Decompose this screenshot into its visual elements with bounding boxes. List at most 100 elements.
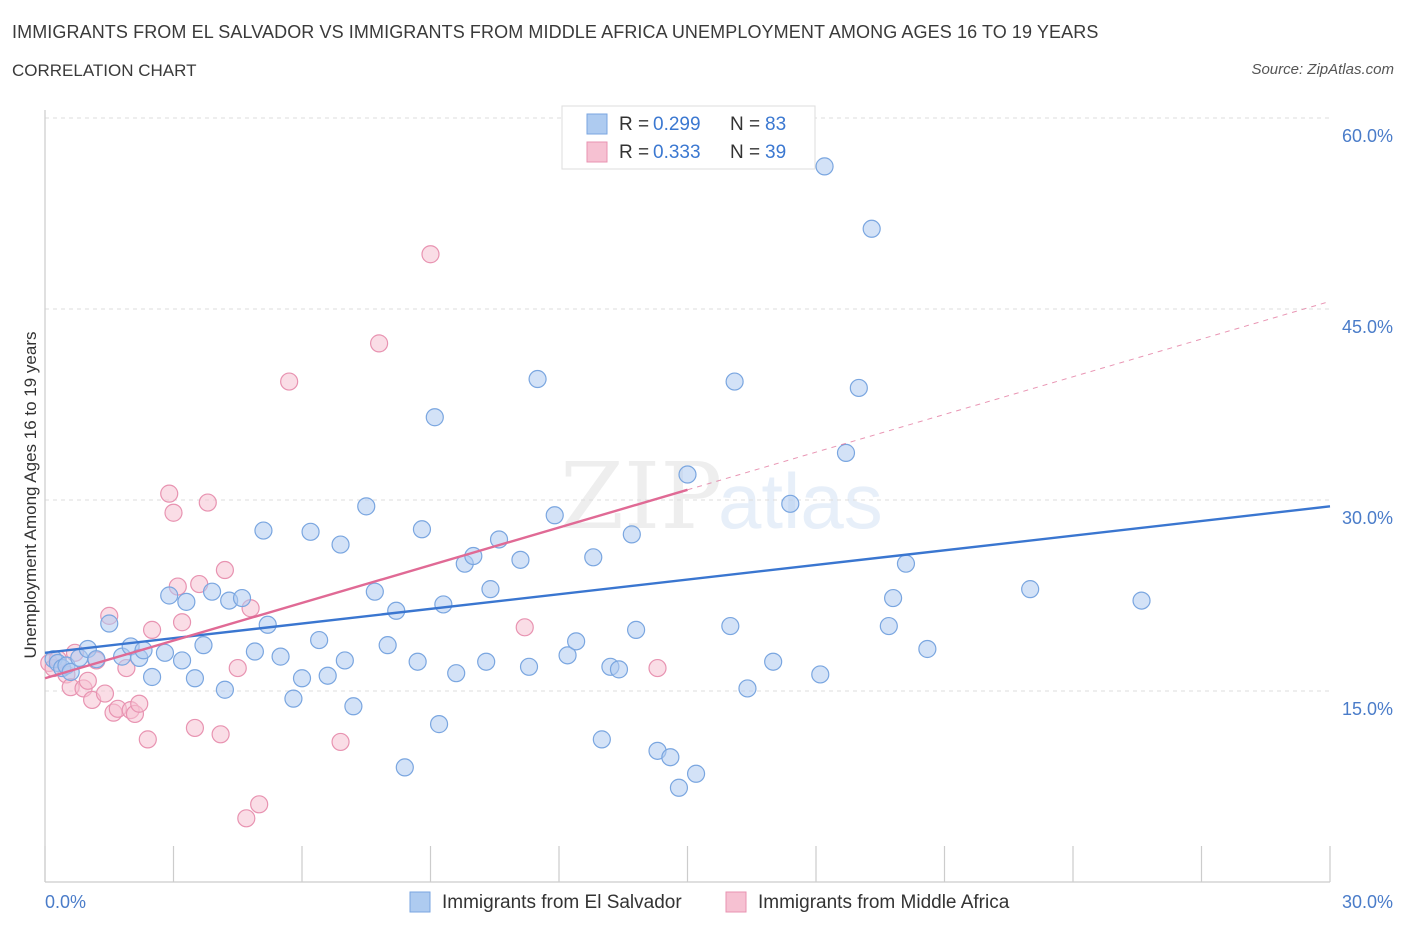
- el-salvador-point: [567, 632, 586, 651]
- el-salvador-point: [425, 408, 444, 427]
- el-salvador-point: [609, 660, 629, 679]
- middle-africa-point: [250, 795, 269, 814]
- el-salvador-point: [142, 667, 162, 687]
- el-salvador-point: [896, 554, 916, 573]
- el-salvador-point: [177, 592, 196, 611]
- el-salvador-point: [481, 580, 500, 599]
- el-salvador-point: [511, 550, 530, 569]
- el-salvador-point: [519, 657, 539, 676]
- el-salvador-point: [849, 378, 868, 398]
- middle-africa-point: [421, 245, 440, 264]
- legend-swatch-blue: [586, 113, 608, 135]
- middle-africa-point: [215, 560, 234, 580]
- el-salvador-point: [545, 506, 564, 525]
- el-salvador-point: [1132, 591, 1151, 610]
- el-salvador-point: [669, 778, 689, 797]
- middle-africa-point: [78, 671, 97, 690]
- el-salvador-trend-line: [44, 505, 1331, 654]
- el-salvador-point: [215, 680, 234, 699]
- legend-label-middle-africa: Immigrants from Middle Africa: [758, 892, 1010, 913]
- el-salvador-point: [310, 630, 329, 650]
- legend-swatch-middle-africa: [725, 891, 747, 913]
- middle-africa-trend-line: [44, 488, 688, 680]
- el-salvador-point: [194, 636, 213, 655]
- x-tick-label: 0.0%: [45, 892, 86, 912]
- el-salvador-point: [558, 646, 577, 665]
- el-salvador-point: [395, 758, 414, 777]
- el-salvador-point: [528, 369, 547, 389]
- el-salvador-point: [301, 522, 320, 541]
- middle-africa-point: [198, 493, 217, 512]
- legend-swatch-el-salvador: [409, 891, 431, 913]
- legend-n-label-2: N =: [730, 142, 760, 163]
- el-salvador-point: [592, 730, 611, 749]
- y-tick-label: 15.0%: [1342, 699, 1393, 719]
- middle-africa-point: [331, 732, 350, 752]
- series-legend: Immigrants from El Salvador Immigrants f…: [409, 891, 1010, 913]
- middle-africa-point: [95, 684, 115, 703]
- el-salvador-point: [245, 642, 264, 661]
- el-salvador-point: [725, 372, 744, 391]
- el-salvador-point: [258, 615, 277, 634]
- el-salvador-point: [292, 669, 312, 688]
- legend-r-label-2: R =: [619, 142, 649, 163]
- middle-africa-point: [280, 372, 299, 391]
- el-salvador-point: [172, 651, 192, 670]
- stats-legend: R = 0.299 N = 83 R = 0.333 N = 39: [561, 105, 816, 170]
- el-salvador-point: [622, 525, 641, 544]
- el-salvador-point: [836, 443, 856, 462]
- middle-africa-trend-extension: [687, 300, 1331, 491]
- x-tick-label: 30.0%: [1342, 892, 1393, 912]
- el-salvador-point: [365, 582, 384, 601]
- el-salvador-point: [626, 620, 646, 639]
- middle-africa-point: [648, 658, 667, 678]
- el-salvador-point: [447, 664, 466, 683]
- middle-africa-point: [237, 809, 256, 828]
- chart-subtitle: CORRELATION CHART: [12, 61, 197, 80]
- el-salvador-point: [661, 748, 680, 767]
- el-salvador-point: [335, 651, 354, 670]
- el-salvador-point: [344, 697, 363, 716]
- el-salvador-point: [185, 669, 205, 688]
- el-salvador-point: [721, 616, 740, 636]
- middle-africa-point: [228, 658, 247, 678]
- legend-n-value-2: 39: [765, 142, 786, 163]
- axes: [44, 110, 1331, 883]
- el-salvador-point: [284, 689, 303, 708]
- middle-africa-point: [142, 620, 162, 639]
- tick-labels: 15.0% 30.0% 45.0% 60.0% 0.0% 30.0%: [45, 126, 1393, 912]
- middle-africa-point: [138, 730, 157, 749]
- middle-africa-point: [211, 725, 230, 744]
- legend-n-value-1: 83: [765, 114, 786, 135]
- middle-africa-point: [515, 618, 534, 637]
- middle-africa-point: [185, 718, 205, 738]
- el-salvador-point: [1021, 580, 1040, 599]
- el-salvador-point: [811, 665, 830, 684]
- el-salvador-point: [584, 548, 603, 567]
- el-salvador-point: [232, 588, 252, 608]
- el-salvador-point: [387, 601, 406, 620]
- el-salvador-point: [160, 586, 179, 605]
- legend-r-value-2: 0.333: [653, 142, 701, 163]
- el-salvador-point: [738, 679, 757, 698]
- legend-n-label-1: N =: [730, 114, 760, 135]
- el-salvador-point: [434, 595, 453, 614]
- el-salvador-point: [764, 652, 783, 671]
- el-salvador-point: [357, 497, 376, 516]
- trend-lines: [44, 300, 1331, 680]
- el-salvador-point: [862, 219, 881, 238]
- chart-title: IMMIGRANTS FROM EL SALVADOR VS IMMIGRANT…: [12, 22, 1099, 42]
- el-salvador-point: [412, 520, 432, 539]
- el-salvador-point: [879, 616, 898, 636]
- middle-africa-point: [160, 484, 179, 503]
- y-axis-title: Unemployment Among Ages 16 to 19 years: [21, 332, 40, 659]
- el-salvador-point: [815, 157, 834, 176]
- legend-r-value-1: 0.299: [653, 114, 701, 135]
- source-label: Source: ZipAtlas.com: [1251, 61, 1394, 78]
- middle-africa-point: [172, 613, 192, 632]
- el-salvador-point: [781, 494, 800, 513]
- y-tick-label: 45.0%: [1342, 317, 1393, 337]
- el-salvador-point: [318, 666, 337, 685]
- legend-swatch-pink: [586, 141, 608, 163]
